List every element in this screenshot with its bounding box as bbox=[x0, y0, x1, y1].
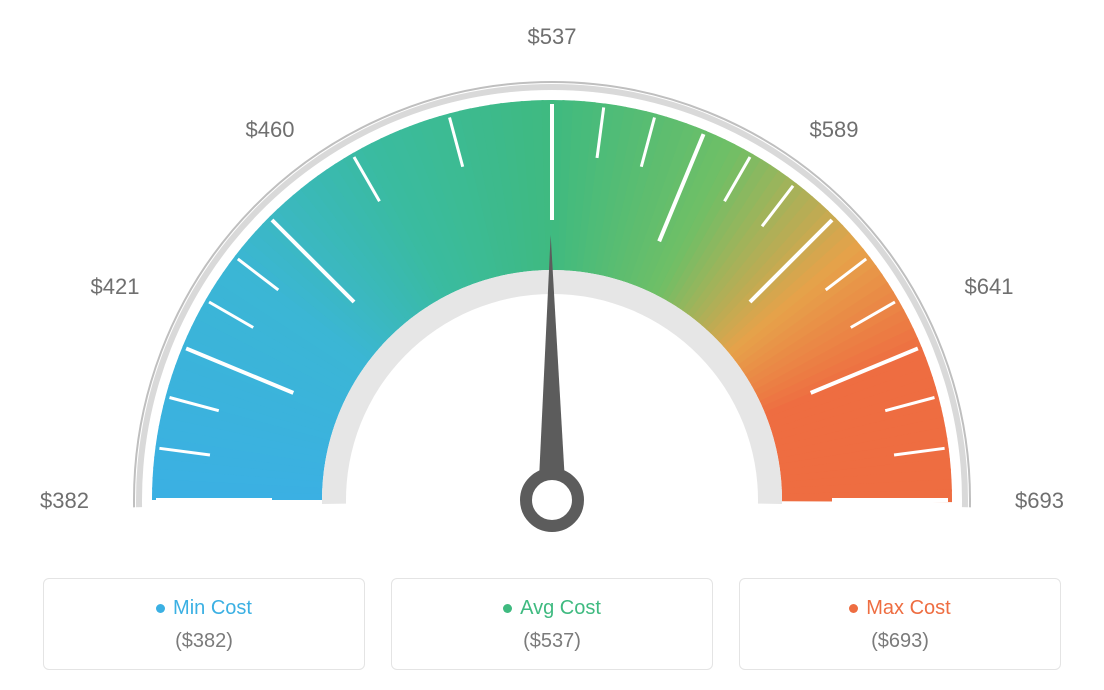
gauge-tick-label: $382 bbox=[40, 488, 89, 513]
gauge-tick-label: $589 bbox=[809, 117, 858, 142]
legend-row: Min Cost ($382) Avg Cost ($537) Max Cost… bbox=[0, 578, 1104, 670]
legend-min-value: ($382) bbox=[54, 630, 354, 653]
legend-avg-dot bbox=[503, 604, 512, 613]
legend-avg-title: Avg Cost bbox=[402, 597, 702, 620]
legend-max-dot bbox=[849, 604, 858, 613]
legend-min-box: Min Cost ($382) bbox=[43, 578, 365, 670]
gauge-tick-label: $537 bbox=[528, 24, 577, 49]
legend-avg-box: Avg Cost ($537) bbox=[391, 578, 713, 670]
legend-max-title: Max Cost bbox=[750, 597, 1050, 620]
gauge-tick-label: $460 bbox=[246, 117, 295, 142]
gauge-hub bbox=[526, 474, 578, 526]
gauge-tick-label: $693 bbox=[1015, 488, 1064, 513]
legend-max-value: ($693) bbox=[750, 630, 1050, 653]
legend-avg-label: Avg Cost bbox=[520, 597, 601, 619]
gauge-tick-label: $421 bbox=[91, 274, 140, 299]
legend-min-title: Min Cost bbox=[54, 597, 354, 620]
legend-min-dot bbox=[156, 604, 165, 613]
legend-min-label: Min Cost bbox=[173, 597, 252, 619]
legend-max-box: Max Cost ($693) bbox=[739, 578, 1061, 670]
legend-max-label: Max Cost bbox=[866, 597, 950, 619]
cost-gauge-chart: $382 $421 $460 $537 $589 $641 $693 bbox=[0, 0, 1104, 560]
gauge-tick-label: $641 bbox=[965, 274, 1014, 299]
legend-avg-value: ($537) bbox=[402, 630, 702, 653]
